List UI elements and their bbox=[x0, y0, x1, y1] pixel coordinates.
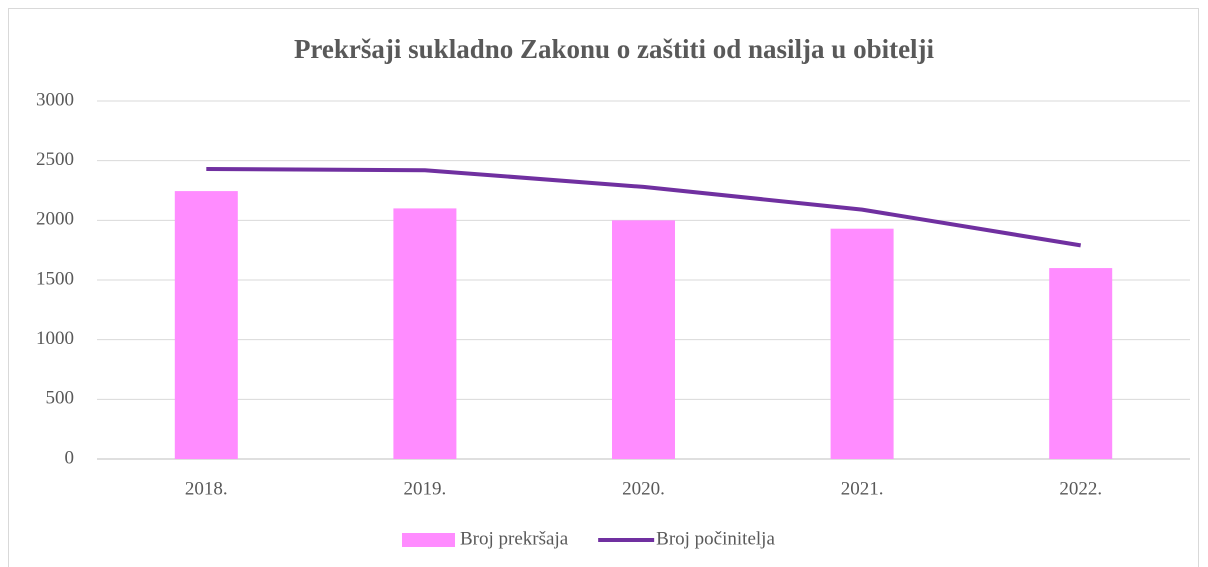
y-tick-label: 3000 bbox=[36, 89, 74, 110]
bar bbox=[393, 208, 457, 459]
legend-label: Broj prekršaja bbox=[460, 528, 569, 549]
x-tick-label: 2018. bbox=[185, 478, 228, 499]
legend-label: Broj počinitelja bbox=[656, 528, 775, 549]
x-tick-label: 2022. bbox=[1059, 478, 1102, 499]
y-tick-label: 1500 bbox=[36, 268, 74, 289]
y-tick-label: 2500 bbox=[36, 149, 74, 170]
y-tick-label: 500 bbox=[46, 388, 75, 409]
y-tick-label: 0 bbox=[65, 447, 75, 468]
bar bbox=[1049, 268, 1113, 459]
y-tick-label: 1000 bbox=[36, 328, 74, 349]
x-tick-label: 2021. bbox=[841, 478, 884, 499]
bar bbox=[612, 220, 675, 459]
bar bbox=[830, 228, 894, 459]
bar bbox=[174, 191, 238, 459]
x-tick-label: 2019. bbox=[404, 478, 447, 499]
y-tick-label: 2000 bbox=[36, 209, 74, 230]
line bbox=[206, 167, 1082, 248]
legend-swatch bbox=[402, 533, 455, 547]
x-tick-label: 2020. bbox=[622, 478, 665, 499]
chart-title: Prekršaji sukladno Zakonu o zaštiti od n… bbox=[294, 34, 935, 64]
